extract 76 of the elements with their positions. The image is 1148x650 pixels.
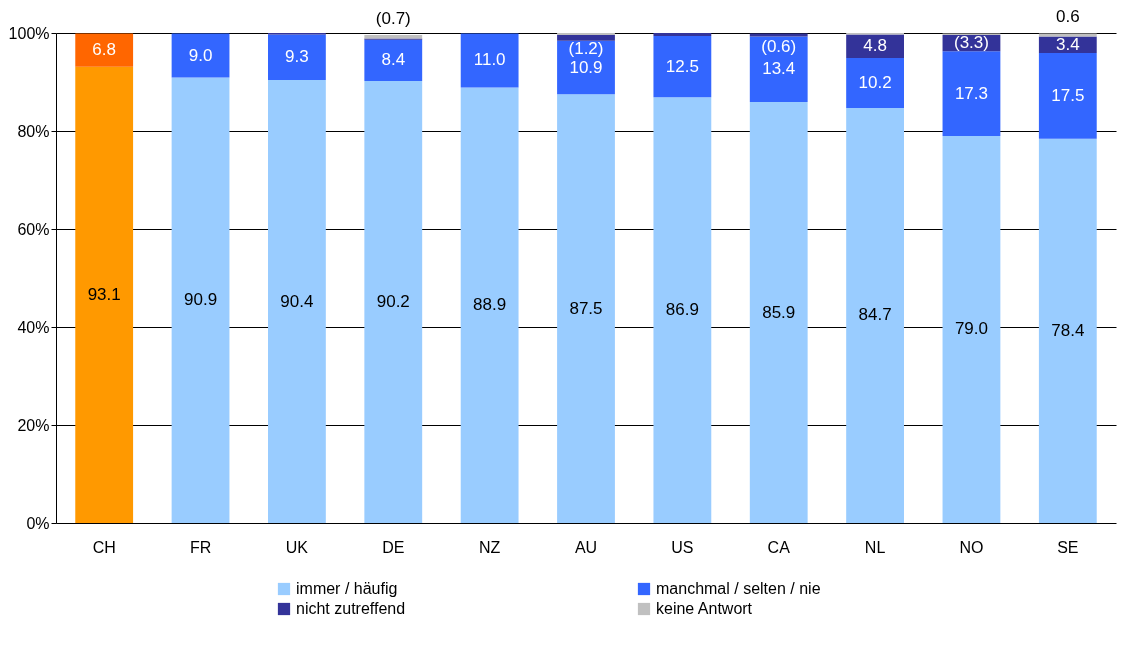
data-label: 86.9: [665, 300, 699, 320]
bar: [364, 39, 423, 82]
bar: [1038, 33, 1097, 37]
bar: [268, 80, 326, 523]
x-tick-label: UK: [285, 538, 309, 556]
data-label: 78.4: [1051, 320, 1085, 340]
bar: [942, 51, 1001, 136]
bar: [1038, 53, 1097, 139]
bar: [460, 33, 519, 88]
bar: [268, 34, 326, 81]
x-tick-label: CH: [92, 538, 116, 556]
data-label: 9.3: [285, 47, 309, 67]
x-tick-label: NO: [959, 538, 984, 556]
bar: [364, 81, 423, 523]
y-tick-label: 0%: [26, 514, 50, 532]
data-label: 12.5: [665, 56, 699, 76]
bar: [749, 36, 808, 103]
bar: [846, 57, 904, 108]
bar: [653, 33, 712, 36]
x-tick-label: CA: [767, 538, 791, 556]
data-label: (1.2): [568, 38, 604, 58]
x-tick-label: DE: [382, 538, 405, 556]
bar: [749, 102, 808, 523]
data-label: 10.9: [569, 57, 603, 77]
legend-label: nicht zutreffend: [296, 600, 406, 617]
x-tick-label: NZ: [478, 538, 501, 556]
bar: [171, 77, 230, 523]
data-label: 90.9: [184, 290, 218, 310]
bar: [846, 107, 904, 523]
data-label: 88.9: [473, 295, 507, 315]
data-label: 93.1: [87, 284, 121, 304]
x-tick-label: AU: [574, 538, 598, 556]
legend-label: manchmal / selten / nie: [656, 580, 821, 597]
data-label: 3.4: [1056, 34, 1080, 54]
bar: [460, 87, 519, 523]
data-label: (0.6): [761, 37, 797, 57]
data-label: 9.0: [188, 45, 213, 65]
data-label: 85.9: [762, 302, 796, 322]
data-label: 84.7: [858, 305, 892, 325]
legend-label: immer / häufig: [296, 580, 398, 597]
y-tick-label: 40%: [17, 318, 50, 336]
bar: [846, 34, 904, 58]
bar: [171, 33, 230, 78]
data-label: 8.4: [381, 50, 406, 70]
data-label: 0.6: [1056, 7, 1080, 27]
bar: [75, 66, 134, 523]
y-tick-label: 80%: [17, 122, 50, 140]
x-tick-label: NL: [864, 538, 886, 556]
bar: [749, 33, 808, 37]
data-label: (3.3): [953, 33, 989, 53]
bar: [75, 33, 134, 67]
data-label: 90.2: [376, 292, 410, 312]
bar: [1038, 138, 1097, 523]
data-label: 10.2: [858, 72, 892, 92]
bar: [653, 97, 712, 523]
data-label: 4.8: [863, 36, 887, 56]
data-label: (0.7): [375, 8, 411, 28]
x-tick-label: FR: [189, 538, 212, 556]
data-label: 17.3: [954, 83, 988, 103]
y-tick-label: 20%: [17, 416, 50, 434]
data-label: 13.4: [762, 59, 796, 79]
bar: [942, 135, 1001, 523]
data-label: 6.8: [92, 40, 116, 60]
bar: [653, 35, 712, 98]
data-label: 90.4: [280, 291, 314, 311]
data-label: 17.5: [1051, 85, 1085, 105]
y-tick-label: 100%: [8, 24, 50, 42]
data-label: 11.0: [473, 50, 506, 70]
x-tick-label: SE: [1057, 538, 1079, 556]
bar: [557, 34, 615, 41]
bar: [557, 94, 615, 523]
x-tick-label: US: [671, 538, 694, 556]
y-tick-label: 60%: [17, 220, 50, 238]
data-label: 87.5: [569, 298, 603, 318]
legend-label: keine Antwort: [656, 600, 753, 617]
data-label: 79.0: [954, 319, 988, 339]
